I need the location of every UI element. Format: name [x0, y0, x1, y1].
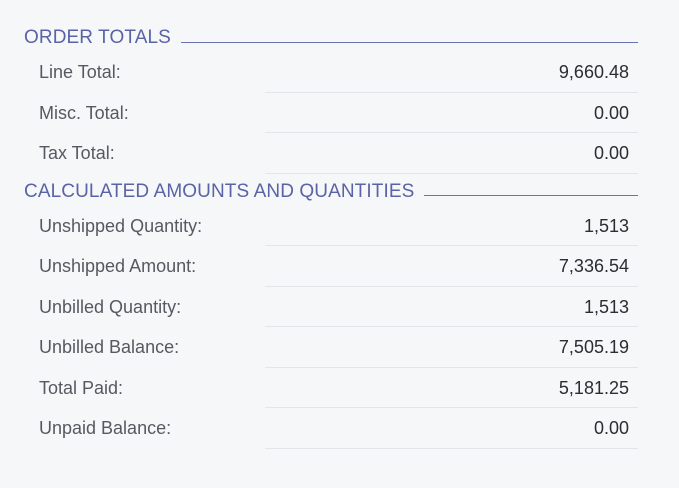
section-divider [180, 41, 638, 43]
row-divider [265, 447, 638, 449]
misc-total-value: 0.00 [593, 102, 629, 123]
order-totals-list: Line Total: 9,660.48 Misc. Total: 0.00 T… [0, 52, 679, 174]
line-total-value: 9,660.48 [558, 62, 629, 82]
unpaid-balance-value: 0.00 [593, 418, 629, 438]
unpaid-balance-row: Unpaid Balance: 0.00 [0, 408, 679, 449]
unshipped-quantity-label: Unshipped Quantity: [39, 215, 203, 236]
total-paid-row: Total Paid: 5,181.25 [0, 368, 679, 408]
line-total-row: Line Total: 9,660.48 [0, 52, 679, 93]
unbilled-balance-value: 7,505.19 [558, 337, 629, 357]
order-totals-title: ORDER TOTALS [24, 27, 171, 48]
row-divider [265, 407, 638, 408]
row-divider [265, 285, 638, 287]
tax-total-label: Tax Total: [39, 143, 115, 163]
unbilled-quantity-row: Unbilled Quantity: 1,513 [0, 287, 679, 327]
unshipped-amount-row: Unshipped Amount: 7,336.54 [0, 246, 679, 287]
row-divider [265, 91, 638, 93]
unshipped-amount-label: Unshipped Amount: [39, 256, 197, 276]
row-divider [265, 366, 638, 368]
unbilled-quantity-value: 1,513 [583, 296, 629, 317]
calculated-amounts-header: CALCULATED AMOUNTS AND QUANTITIES [24, 178, 638, 206]
misc-total-label: Misc. Total: [39, 102, 129, 123]
unbilled-balance-label: Unbilled Balance: [39, 337, 180, 357]
unshipped-quantity-row: Unshipped Quantity: 1,513 [0, 206, 679, 246]
line-total-label: Line Total: [39, 62, 121, 82]
row-divider [265, 132, 638, 133]
unbilled-quantity-label: Unbilled Quantity: [39, 296, 182, 317]
unshipped-amount-value: 7,336.54 [558, 256, 629, 276]
row-divider [265, 245, 638, 246]
row-divider [265, 172, 638, 174]
unshipped-quantity-value: 1,513 [583, 215, 629, 236]
total-paid-label: Total Paid: [39, 377, 124, 398]
tax-total-value: 0.00 [593, 143, 629, 163]
misc-total-row: Misc. Total: 0.00 [0, 93, 679, 133]
calculated-amounts-list: Unshipped Quantity: 1,513 Unshipped Amou… [0, 206, 679, 449]
unpaid-balance-label: Unpaid Balance: [39, 418, 172, 438]
tax-total-row: Tax Total: 0.00 [0, 133, 679, 174]
row-divider [265, 326, 638, 327]
total-paid-value: 5,181.25 [558, 377, 629, 398]
calculated-amounts-title: CALCULATED AMOUNTS AND QUANTITIES [24, 180, 415, 202]
unbilled-balance-row: Unbilled Balance: 7,505.19 [0, 327, 679, 368]
section-divider [424, 195, 638, 196]
order-totals-header: ORDER TOTALS [24, 24, 638, 52]
